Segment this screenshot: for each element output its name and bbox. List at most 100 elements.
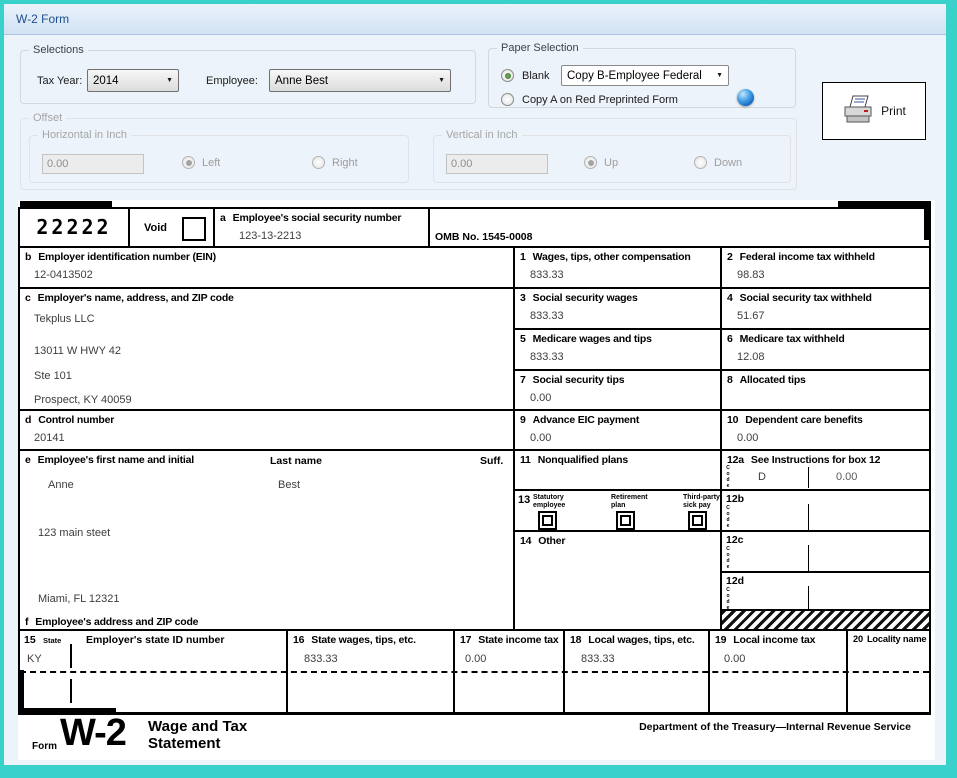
selections-group-label: Selections bbox=[29, 44, 88, 56]
corner-mark-bottom-left bbox=[18, 708, 116, 715]
box-c-employer: c Employer's name, address, and ZIP code … bbox=[20, 289, 515, 411]
copy-a-radio[interactable] bbox=[501, 93, 514, 106]
employee-combobox[interactable]: Anne Best ▼ bbox=[269, 69, 451, 92]
corner-mark-top-left bbox=[20, 201, 112, 208]
employee-street: 123 main steet bbox=[38, 527, 111, 539]
box-2-value: 98.83 bbox=[737, 269, 765, 281]
box-12a-divider bbox=[808, 467, 809, 488]
box-17-value: 0.00 bbox=[465, 653, 487, 665]
tax-year-value: 2014 bbox=[93, 74, 119, 87]
box-15-state-label: State bbox=[43, 636, 62, 645]
window-title: W-2 Form bbox=[16, 12, 70, 26]
box-9-advance-eic: 9 Advance EIC payment 0.00 bbox=[515, 411, 722, 451]
vertical-offset-input[interactable] bbox=[446, 154, 548, 174]
state-local-row: 15 State Employer's state ID number KY 1… bbox=[20, 631, 929, 712]
third-party-sick-pay-label: Third-party sick pay bbox=[683, 494, 720, 510]
employee-last-name: Best bbox=[278, 479, 301, 491]
offset-up-radio[interactable] bbox=[584, 156, 597, 169]
box-10-dependent-care: 10 Dependent care benefits 0.00 bbox=[722, 411, 929, 451]
control-code: 22222 bbox=[36, 215, 112, 239]
box-3-ss-wages: 3 Social security wages 833.33 bbox=[515, 289, 722, 330]
box-5-medicare-wages: 5 Medicare wages and tips 833.33 bbox=[515, 330, 722, 371]
box-f-label: f Employee's address and ZIP code bbox=[25, 616, 199, 628]
copy-a-radio-label: Copy A on Red Preprinted Form bbox=[522, 94, 678, 106]
print-button-label: Print bbox=[881, 104, 906, 118]
box-3-value: 833.33 bbox=[530, 310, 564, 322]
box-d-control-number: d Control number 20141 bbox=[20, 411, 515, 451]
employee-city: Miami, FL 12321 bbox=[38, 593, 120, 605]
box-15-value: KY bbox=[27, 653, 42, 665]
blank-radio[interactable] bbox=[501, 69, 514, 82]
third-party-sick-pay-checkbox bbox=[688, 511, 707, 530]
box-12c-number: 12c bbox=[726, 534, 744, 546]
corner-mark-bottom-left-vertical bbox=[18, 670, 24, 715]
box-15-id-label: Employer's state ID number bbox=[86, 634, 225, 646]
statutory-employee-checkbox bbox=[538, 511, 557, 530]
print-button[interactable]: Print bbox=[822, 82, 926, 140]
help-globe-icon[interactable] bbox=[737, 89, 754, 106]
omb-box: OMB No. 1545-0008 bbox=[430, 209, 929, 248]
employee-value: Anne Best bbox=[275, 74, 329, 87]
corner-mark-top-right bbox=[838, 201, 931, 208]
paper-selection-group: Paper Selection Blank Copy B-Employee Fe… bbox=[488, 42, 796, 108]
box-12c-code-label: Code bbox=[725, 546, 731, 570]
box-9-value: 0.00 bbox=[530, 432, 552, 444]
box-20-locality: 20 Locality name bbox=[853, 634, 927, 644]
box-1-value: 833.33 bbox=[530, 269, 564, 281]
box-7-ss-tips: 7 Social security tips 0.00 bbox=[515, 371, 722, 411]
void-checkbox bbox=[182, 217, 206, 241]
offset-left-radio[interactable] bbox=[182, 156, 195, 169]
printer-icon bbox=[842, 94, 876, 129]
box-12c: 12c Code bbox=[722, 532, 929, 573]
title-bar: W-2 Form bbox=[4, 4, 946, 35]
box-b-ein: b Employer identification number (EIN) 12… bbox=[20, 248, 515, 289]
box-13-checkboxes: 13 Statutory employee Retirement plan Th… bbox=[515, 491, 722, 532]
box-a-ssn: a Employee's social security number 123-1… bbox=[215, 209, 430, 248]
ein-value: 12-0413502 bbox=[34, 269, 93, 281]
offset-left-label: Left bbox=[202, 157, 221, 169]
box-4-ss-tax: 4 Social security tax withheld 51.67 bbox=[722, 289, 929, 330]
box-12b: 12b Code bbox=[722, 491, 929, 532]
offset-down-radio[interactable] bbox=[694, 156, 707, 169]
box-12b-code-label: Code bbox=[725, 505, 731, 529]
horizontal-offset-input[interactable] bbox=[42, 154, 144, 174]
box-12d: 12d Code bbox=[722, 573, 929, 611]
box-15-number: 15 bbox=[24, 634, 36, 646]
box-18-value: 833.33 bbox=[581, 653, 615, 665]
box-12a-code: D bbox=[758, 471, 766, 483]
chevron-down-icon: ▼ bbox=[438, 77, 445, 84]
box-6-value: 12.08 bbox=[737, 351, 765, 363]
paper-selection-group-label: Paper Selection bbox=[497, 42, 583, 54]
box-6-medicare-tax: 6 Medicare tax withheld 12.08 bbox=[722, 330, 929, 371]
offset-right-radio[interactable] bbox=[312, 156, 325, 169]
box-e-employee: e Employee's first name and initial Last … bbox=[20, 451, 515, 631]
selections-group: Selections Tax Year: 2014 ▼ Employee: An… bbox=[20, 44, 476, 104]
offset-up-label: Up bbox=[604, 157, 619, 169]
copy-type-combobox[interactable]: Copy B-Employee Federal ▼ bbox=[561, 65, 729, 86]
employer-address-1: 13011 W HWY 42 bbox=[34, 345, 122, 357]
state-row-dashed-divider bbox=[20, 671, 929, 673]
box-12d-number: 12d bbox=[726, 575, 745, 587]
box-12d-divider bbox=[808, 586, 809, 609]
box-15-tick-1 bbox=[70, 644, 72, 668]
box-12b-number: 12b bbox=[726, 493, 745, 505]
void-box: Void bbox=[130, 209, 215, 248]
offset-group: Offset Horizontal in Inch Left Right Ver… bbox=[20, 112, 797, 190]
copy-type-value: Copy B-Employee Federal bbox=[567, 69, 702, 82]
retirement-plan-label: Retirement plan bbox=[611, 494, 648, 510]
box-13-number: 13 bbox=[518, 494, 531, 506]
omb-number: OMB No. 1545-0008 bbox=[435, 231, 533, 243]
last-name-label: Last name bbox=[270, 455, 322, 467]
tax-year-combobox[interactable]: 2014 ▼ bbox=[87, 69, 179, 92]
w2-form-border bbox=[18, 207, 931, 715]
footer-form-number: W-2 bbox=[60, 712, 127, 754]
box-12a-code-label: Code bbox=[725, 465, 731, 489]
box-10-value: 0.00 bbox=[737, 432, 759, 444]
offset-right-label: Right bbox=[332, 157, 358, 169]
tax-year-label: Tax Year: bbox=[37, 75, 83, 87]
footer-department: Department of the Treasury—Internal Reve… bbox=[639, 721, 911, 733]
box-2-federal-tax: 2 Federal income tax withheld 98.83 bbox=[722, 248, 929, 289]
box-19-value: 0.00 bbox=[724, 653, 746, 665]
box-12a: 12a See Instructions for box 12 Code D 0.… bbox=[722, 451, 929, 491]
